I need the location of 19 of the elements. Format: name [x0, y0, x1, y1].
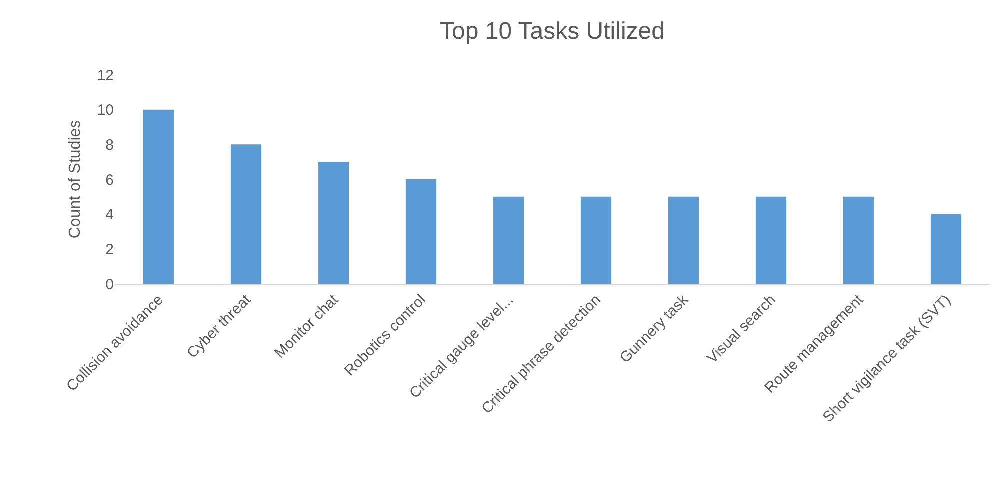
bar — [493, 196, 524, 284]
y-tick-label: 10 — [97, 102, 114, 120]
y-tick-label: 2 — [106, 241, 114, 258]
bar — [756, 196, 787, 284]
bar — [580, 196, 612, 284]
bar — [230, 144, 262, 284]
y-tick-label: 4 — [106, 206, 114, 224]
y-tick-label: 8 — [106, 136, 114, 154]
y-tick-label: 0 — [106, 276, 114, 294]
bar — [143, 110, 174, 284]
y-tick-label: 6 — [106, 172, 114, 189]
bar — [930, 214, 962, 284]
y-axis-title: Count of Studies — [67, 120, 84, 239]
bar — [843, 196, 874, 284]
bar — [668, 196, 700, 284]
bar — [318, 162, 350, 284]
y-tick-label: 12 — [97, 67, 114, 84]
bar — [406, 180, 437, 284]
chart-title: Top 10 Tasks Utilized — [440, 18, 665, 45]
